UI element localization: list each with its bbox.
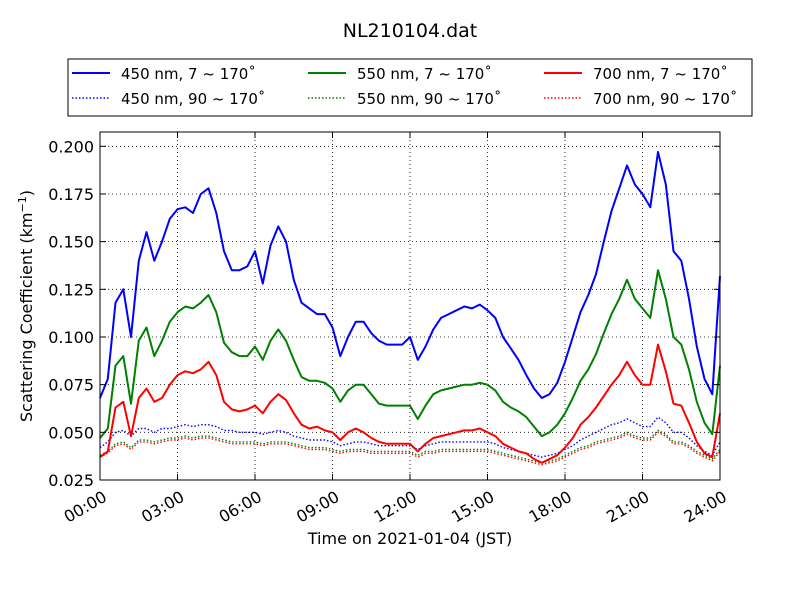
y-axis-label: Scattering Coefficient (km−1) — [16, 190, 36, 422]
legend-label: 700 nm, 90 ~ 170˚ — [593, 90, 737, 108]
legend: 450 nm, 7 ~ 170˚ 550 nm, 7 ~ 170˚ 700 nm, … — [72, 65, 737, 108]
y-tick-labels: 0.025 0.050 0.075 0.100 0.125 0.150 0.175 0.200 — [48, 137, 94, 490]
x-axis-label: Time on 2021-01-04 (JST) — [307, 529, 512, 548]
y-axis-label-sup: −1 — [16, 196, 29, 212]
legend-label: 450 nm, 7 ~ 170˚ — [121, 65, 256, 83]
y-tick-label: 0.150 — [48, 233, 94, 252]
series-line — [99, 269, 721, 439]
y-tick-label: 0.200 — [48, 137, 94, 156]
series-line — [99, 431, 721, 466]
legend-label: 450 nm, 90 ~ 170˚ — [121, 90, 265, 108]
y-tick-label: 0.125 — [48, 280, 94, 299]
y-tick-label: 0.175 — [48, 185, 94, 204]
y-tick-label: 0.050 — [48, 423, 94, 442]
y-axis-label-close: ) — [17, 190, 36, 196]
y-tick-label: 0.075 — [48, 376, 94, 395]
y-axis-label-main: Scattering Coefficient (km — [17, 212, 36, 422]
legend-label: 700 nm, 7 ~ 170˚ — [593, 65, 728, 83]
series-group — [99, 151, 721, 466]
legend-label: 550 nm, 90 ~ 170˚ — [357, 90, 501, 108]
series-line — [99, 151, 721, 399]
legend-label: 550 nm, 7 ~ 170˚ — [357, 65, 492, 83]
y-tick-label: 0.025 — [48, 471, 94, 490]
legend-box — [67, 58, 753, 117]
series-line — [99, 343, 721, 464]
y-tick-label: 0.100 — [48, 328, 94, 347]
ticks — [99, 132, 721, 481]
series-line — [99, 416, 721, 458]
chart-title: NL210104.dat — [343, 20, 478, 42]
series-line — [99, 429, 721, 464]
